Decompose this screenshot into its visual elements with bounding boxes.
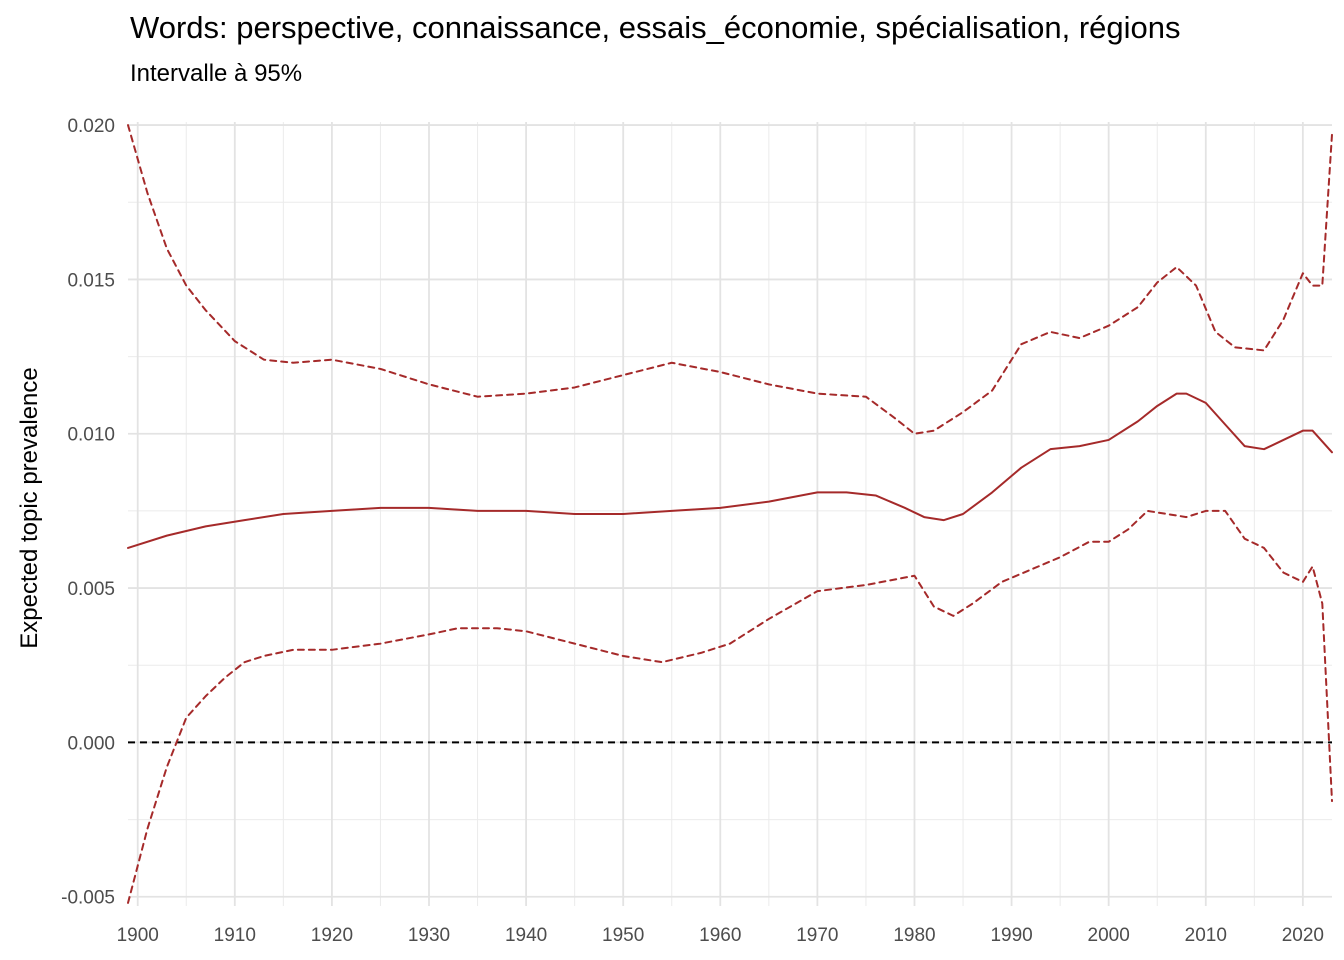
x-tick-label: 2010 [1185, 925, 1227, 946]
estimate-line [127, 392, 1333, 549]
y-tick-label: -0.005 [61, 888, 115, 909]
minor-gridlines [128, 122, 1332, 906]
x-tick-label: 1910 [214, 925, 256, 946]
x-tick-label: 1960 [699, 925, 741, 946]
x-tick-label: 1950 [602, 925, 644, 946]
x-axis-ticks: 1900 1910 1920 1930 1940 1950 1960 1970 1980 1990… [117, 925, 1324, 946]
x-tick-label: 1990 [990, 925, 1032, 946]
upper-ci-line [127, 124, 1333, 435]
y-tick-label: 0.000 [67, 733, 115, 754]
y-tick-label: 0.010 [67, 425, 115, 446]
x-tick-label: 1980 [893, 925, 935, 946]
series-layer [127, 124, 1333, 904]
y-tick-label: 0.005 [67, 579, 115, 600]
x-tick-label: 1920 [311, 925, 353, 946]
lower-ci-line [127, 509, 1333, 904]
y-tick-label: 0.015 [67, 270, 115, 291]
x-tick-label: 1940 [505, 925, 547, 946]
y-tick-label: 0.020 [67, 116, 115, 137]
y-axis-ticks: -0.005 0.000 0.005 0.010 0.015 0.020 [61, 116, 115, 909]
x-tick-label: 1900 [117, 925, 159, 946]
x-tick-label: 2000 [1088, 925, 1130, 946]
x-tick-label: 2020 [1282, 925, 1324, 946]
x-tick-label: 1930 [408, 925, 450, 946]
chart-title: Words: perspective, connaissance, essais… [130, 10, 1181, 45]
chart-subtitle: Intervalle à 95% [130, 60, 303, 87]
x-tick-label: 1970 [796, 925, 838, 946]
major-gridlines [128, 122, 1332, 906]
